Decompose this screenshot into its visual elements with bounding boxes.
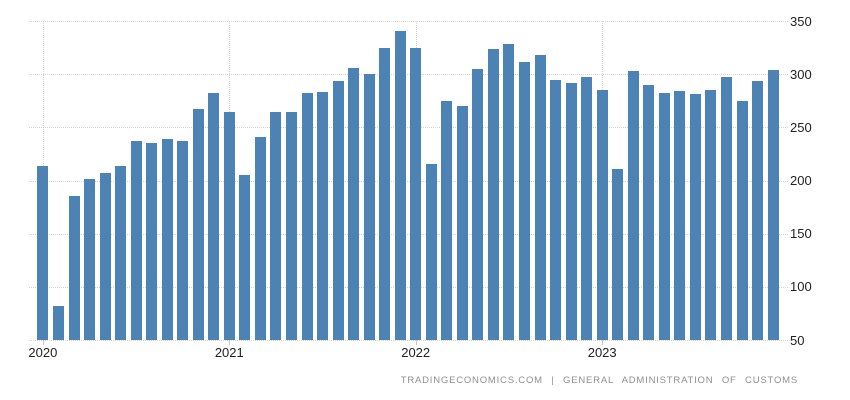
footer-credit: TRADINGECONOMICS.COM | GENERAL ADMINISTR… [401, 375, 798, 386]
bar-2023-02[interactable] [612, 169, 624, 340]
h-gridline [29, 127, 788, 129]
bar-2022-12[interactable] [581, 77, 593, 340]
bar-2022-11[interactable] [565, 83, 577, 340]
bar-2020-01[interactable] [37, 166, 49, 340]
x-axis-tick [602, 340, 604, 345]
bar-2022-09[interactable] [534, 54, 546, 340]
bar-2021-08[interactable] [332, 81, 344, 340]
bar-2020-02[interactable] [52, 306, 64, 340]
bar-2020-08[interactable] [146, 143, 158, 340]
x-axis-label: 2022 [401, 345, 431, 360]
h-gridline [29, 21, 788, 22]
bar-2021-10[interactable] [363, 73, 375, 340]
h-gridline [29, 233, 788, 235]
bar-2020-06[interactable] [115, 165, 127, 340]
bar-2023-11[interactable] [752, 81, 763, 340]
x-axis-tick [42, 340, 44, 345]
x-axis-tick [415, 340, 417, 345]
bar-2023-05[interactable] [658, 92, 670, 340]
bar-2021-02[interactable] [239, 175, 251, 340]
x-axis-tick [229, 340, 231, 345]
brand-text: TRADINGECONOMICS.COM [400, 375, 543, 386]
bar-2023-08[interactable] [705, 90, 717, 340]
y-axis-label: 300 [790, 66, 812, 82]
y-axis-label: 100 [790, 279, 812, 295]
x-axis-label: 2021 [214, 345, 244, 360]
bar-2020-07[interactable] [130, 141, 142, 340]
h-gridline [29, 180, 788, 182]
bar-2021-01[interactable] [223, 111, 235, 340]
bar-2020-11[interactable] [192, 108, 204, 340]
bar-2021-05[interactable] [286, 111, 297, 340]
bar-2020-10[interactable] [177, 140, 189, 340]
bar-2022-01[interactable] [410, 48, 422, 340]
bar-2020-04[interactable] [84, 179, 95, 340]
bar-2023-01[interactable] [596, 90, 608, 340]
bar-2023-06[interactable] [674, 91, 686, 340]
bar-2022-02[interactable] [425, 163, 437, 340]
bar-2021-06[interactable] [301, 93, 313, 340]
bar-2023-10[interactable] [736, 100, 748, 340]
bar-2023-12[interactable] [767, 69, 779, 340]
bar-2020-03[interactable] [68, 195, 80, 340]
bar-2021-11[interactable] [379, 47, 391, 340]
y-axis-label: 150 [790, 226, 812, 242]
bar-2020-05[interactable] [99, 172, 111, 340]
bar-2021-03[interactable] [254, 136, 266, 340]
h-gridline [29, 340, 788, 341]
bar-2022-10[interactable] [550, 80, 562, 340]
y-axis-label: 250 [790, 119, 812, 135]
bar-2022-08[interactable] [519, 61, 530, 340]
bar-2022-04[interactable] [456, 106, 468, 340]
x-axis-label: 2020 [28, 345, 58, 360]
bar-2021-07[interactable] [317, 92, 328, 340]
bar-2023-04[interactable] [643, 84, 655, 340]
bar-2023-07[interactable] [689, 94, 701, 340]
y-axis-label: 50 [790, 332, 805, 348]
bar-2022-07[interactable] [503, 43, 515, 340]
h-gridline [29, 74, 788, 76]
bar-2023-03[interactable] [627, 71, 639, 340]
source-text: GENERAL ADMINISTRATION OF CUSTOMS [563, 375, 798, 386]
bar-2022-03[interactable] [441, 101, 453, 340]
bar-2020-09[interactable] [161, 139, 173, 340]
h-gridline [29, 286, 788, 288]
bar-2021-12[interactable] [394, 30, 406, 340]
footer-separator: | [551, 375, 555, 386]
bar-2021-04[interactable] [270, 111, 282, 340]
bar-2021-09[interactable] [348, 68, 360, 340]
bar-2022-06[interactable] [487, 49, 499, 340]
x-axis-label: 2023 [587, 345, 617, 360]
bar-2022-05[interactable] [472, 68, 484, 340]
y-axis-label: 200 [790, 173, 812, 188]
y-axis-label: 350 [790, 13, 812, 29]
bar-2023-09[interactable] [720, 77, 732, 340]
bar-2020-12[interactable] [208, 93, 220, 340]
